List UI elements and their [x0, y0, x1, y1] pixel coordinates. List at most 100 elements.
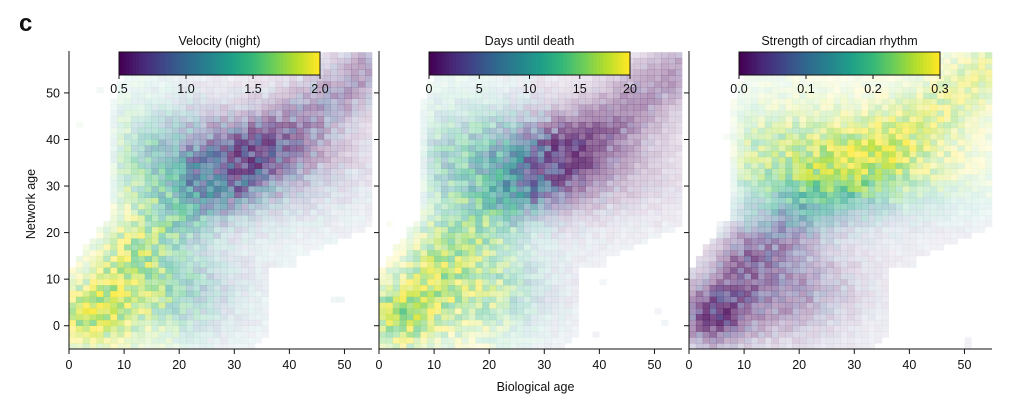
- heatmap-cell: [571, 290, 579, 297]
- heatmap-cell: [840, 104, 848, 111]
- heatmap-cell: [744, 87, 752, 94]
- heatmap-cell: [785, 191, 793, 198]
- colorbar-gradient-step: [313, 52, 318, 75]
- heatmap-cell: [592, 174, 600, 181]
- heatmap-cell: [826, 337, 834, 344]
- heatmap-cell: [868, 81, 876, 88]
- heatmap-cell: [241, 75, 249, 82]
- heatmap-cell: [434, 331, 442, 338]
- heatmap-cell: [158, 267, 166, 274]
- heatmap-cell: [186, 139, 194, 146]
- heatmap-cell: [744, 209, 752, 216]
- heatmap-cell: [716, 279, 724, 286]
- heatmap-cell: [847, 168, 855, 175]
- heatmap-cell: [468, 209, 476, 216]
- heatmap-cell: [661, 209, 669, 216]
- heatmap-cell: [881, 267, 889, 274]
- heatmap-cell: [489, 319, 497, 326]
- heatmap-cell: [213, 209, 221, 216]
- heatmap-cell: [406, 325, 414, 332]
- heatmap-cell: [427, 174, 435, 181]
- heatmap-cell: [427, 255, 435, 262]
- heatmap-cell: [751, 81, 759, 88]
- heatmap-cell: [110, 261, 118, 268]
- heatmap-cell: [888, 255, 896, 262]
- heatmap-cell: [544, 302, 552, 309]
- heatmap-cell: [392, 285, 400, 292]
- heatmap-cell: [310, 81, 318, 88]
- colorbar-gradient-step: [576, 52, 581, 75]
- heatmap-cell: [709, 331, 717, 338]
- heatmap-cell: [558, 203, 566, 210]
- heatmap-cell: [613, 191, 621, 198]
- heatmap-cell: [861, 331, 869, 338]
- heatmap-cell: [523, 180, 531, 187]
- heatmap-cell: [427, 285, 435, 292]
- heatmap-cell: [468, 314, 476, 321]
- heatmap-cell: [241, 98, 249, 105]
- heatmap-cell: [868, 203, 876, 210]
- heatmap-cell: [172, 238, 180, 245]
- heatmap-cell: [151, 232, 159, 239]
- heatmap-cell: [124, 145, 132, 152]
- heatmap-cell: [199, 122, 207, 129]
- heatmap-cell: [847, 238, 855, 245]
- heatmap-cell: [551, 191, 559, 198]
- heatmap-cell: [489, 139, 497, 146]
- heatmap-cell: [413, 250, 421, 257]
- colorbar-gradient-step: [309, 52, 314, 75]
- heatmap-cell: [358, 122, 366, 129]
- heatmap-cell: [310, 145, 318, 152]
- heatmap-cell: [227, 203, 235, 210]
- heatmap-cell: [868, 168, 876, 175]
- heatmap-cell: [778, 232, 786, 239]
- heatmap-cell: [351, 162, 359, 169]
- heatmap-cell: [454, 180, 462, 187]
- heatmap-cell: [854, 273, 862, 280]
- heatmap-cell: [289, 145, 297, 152]
- heatmap-cell: [709, 308, 717, 315]
- heatmap-cell: [365, 168, 373, 175]
- heatmap-cell: [668, 116, 676, 123]
- heatmap-cell: [785, 87, 793, 94]
- heatmap-cell: [496, 244, 504, 251]
- heatmap-cell: [89, 244, 97, 251]
- heatmap-cell: [806, 81, 814, 88]
- heatmap-cell: [847, 145, 855, 152]
- heatmap-cell: [420, 325, 428, 332]
- heatmap-cell: [75, 343, 84, 350]
- heatmap-cell: [558, 285, 566, 292]
- heatmap-cell: [482, 221, 490, 228]
- heatmap-cell: [847, 174, 855, 181]
- heatmap-cell: [254, 186, 263, 193]
- heatmap-cell: [564, 232, 573, 239]
- heatmap-cell: [496, 331, 504, 338]
- heatmap-cell: [193, 285, 201, 292]
- colorbar-gradient-step: [559, 52, 564, 75]
- heatmap-cell: [868, 337, 876, 344]
- heatmap-cell: [489, 145, 497, 152]
- heatmap-cell: [516, 290, 524, 297]
- heatmap-cell: [82, 290, 90, 297]
- heatmap-cell: [131, 319, 139, 326]
- heatmap-cell: [819, 151, 827, 158]
- heatmap-cell: [806, 319, 814, 326]
- heatmap-cell: [599, 92, 607, 99]
- heatmap-cell: [193, 314, 201, 321]
- heatmap-cell: [234, 343, 242, 350]
- heatmap-cell: [461, 133, 469, 140]
- heatmap-cell: [785, 238, 793, 245]
- heatmap-cell: [351, 87, 359, 94]
- heatmap-cell: [757, 168, 766, 175]
- heatmap-cell: [213, 162, 221, 169]
- heatmap-cell: [833, 151, 841, 158]
- heatmap-cell: [323, 232, 331, 239]
- heatmap-cell: [206, 273, 214, 280]
- heatmap-cell: [771, 255, 779, 262]
- heatmap-cell: [757, 104, 766, 111]
- heatmap-cell: [144, 104, 152, 111]
- heatmap-cell: [447, 197, 456, 204]
- heatmap-cell: [606, 116, 614, 123]
- heatmap-cell: [351, 52, 359, 59]
- heatmap-cell: [234, 156, 242, 163]
